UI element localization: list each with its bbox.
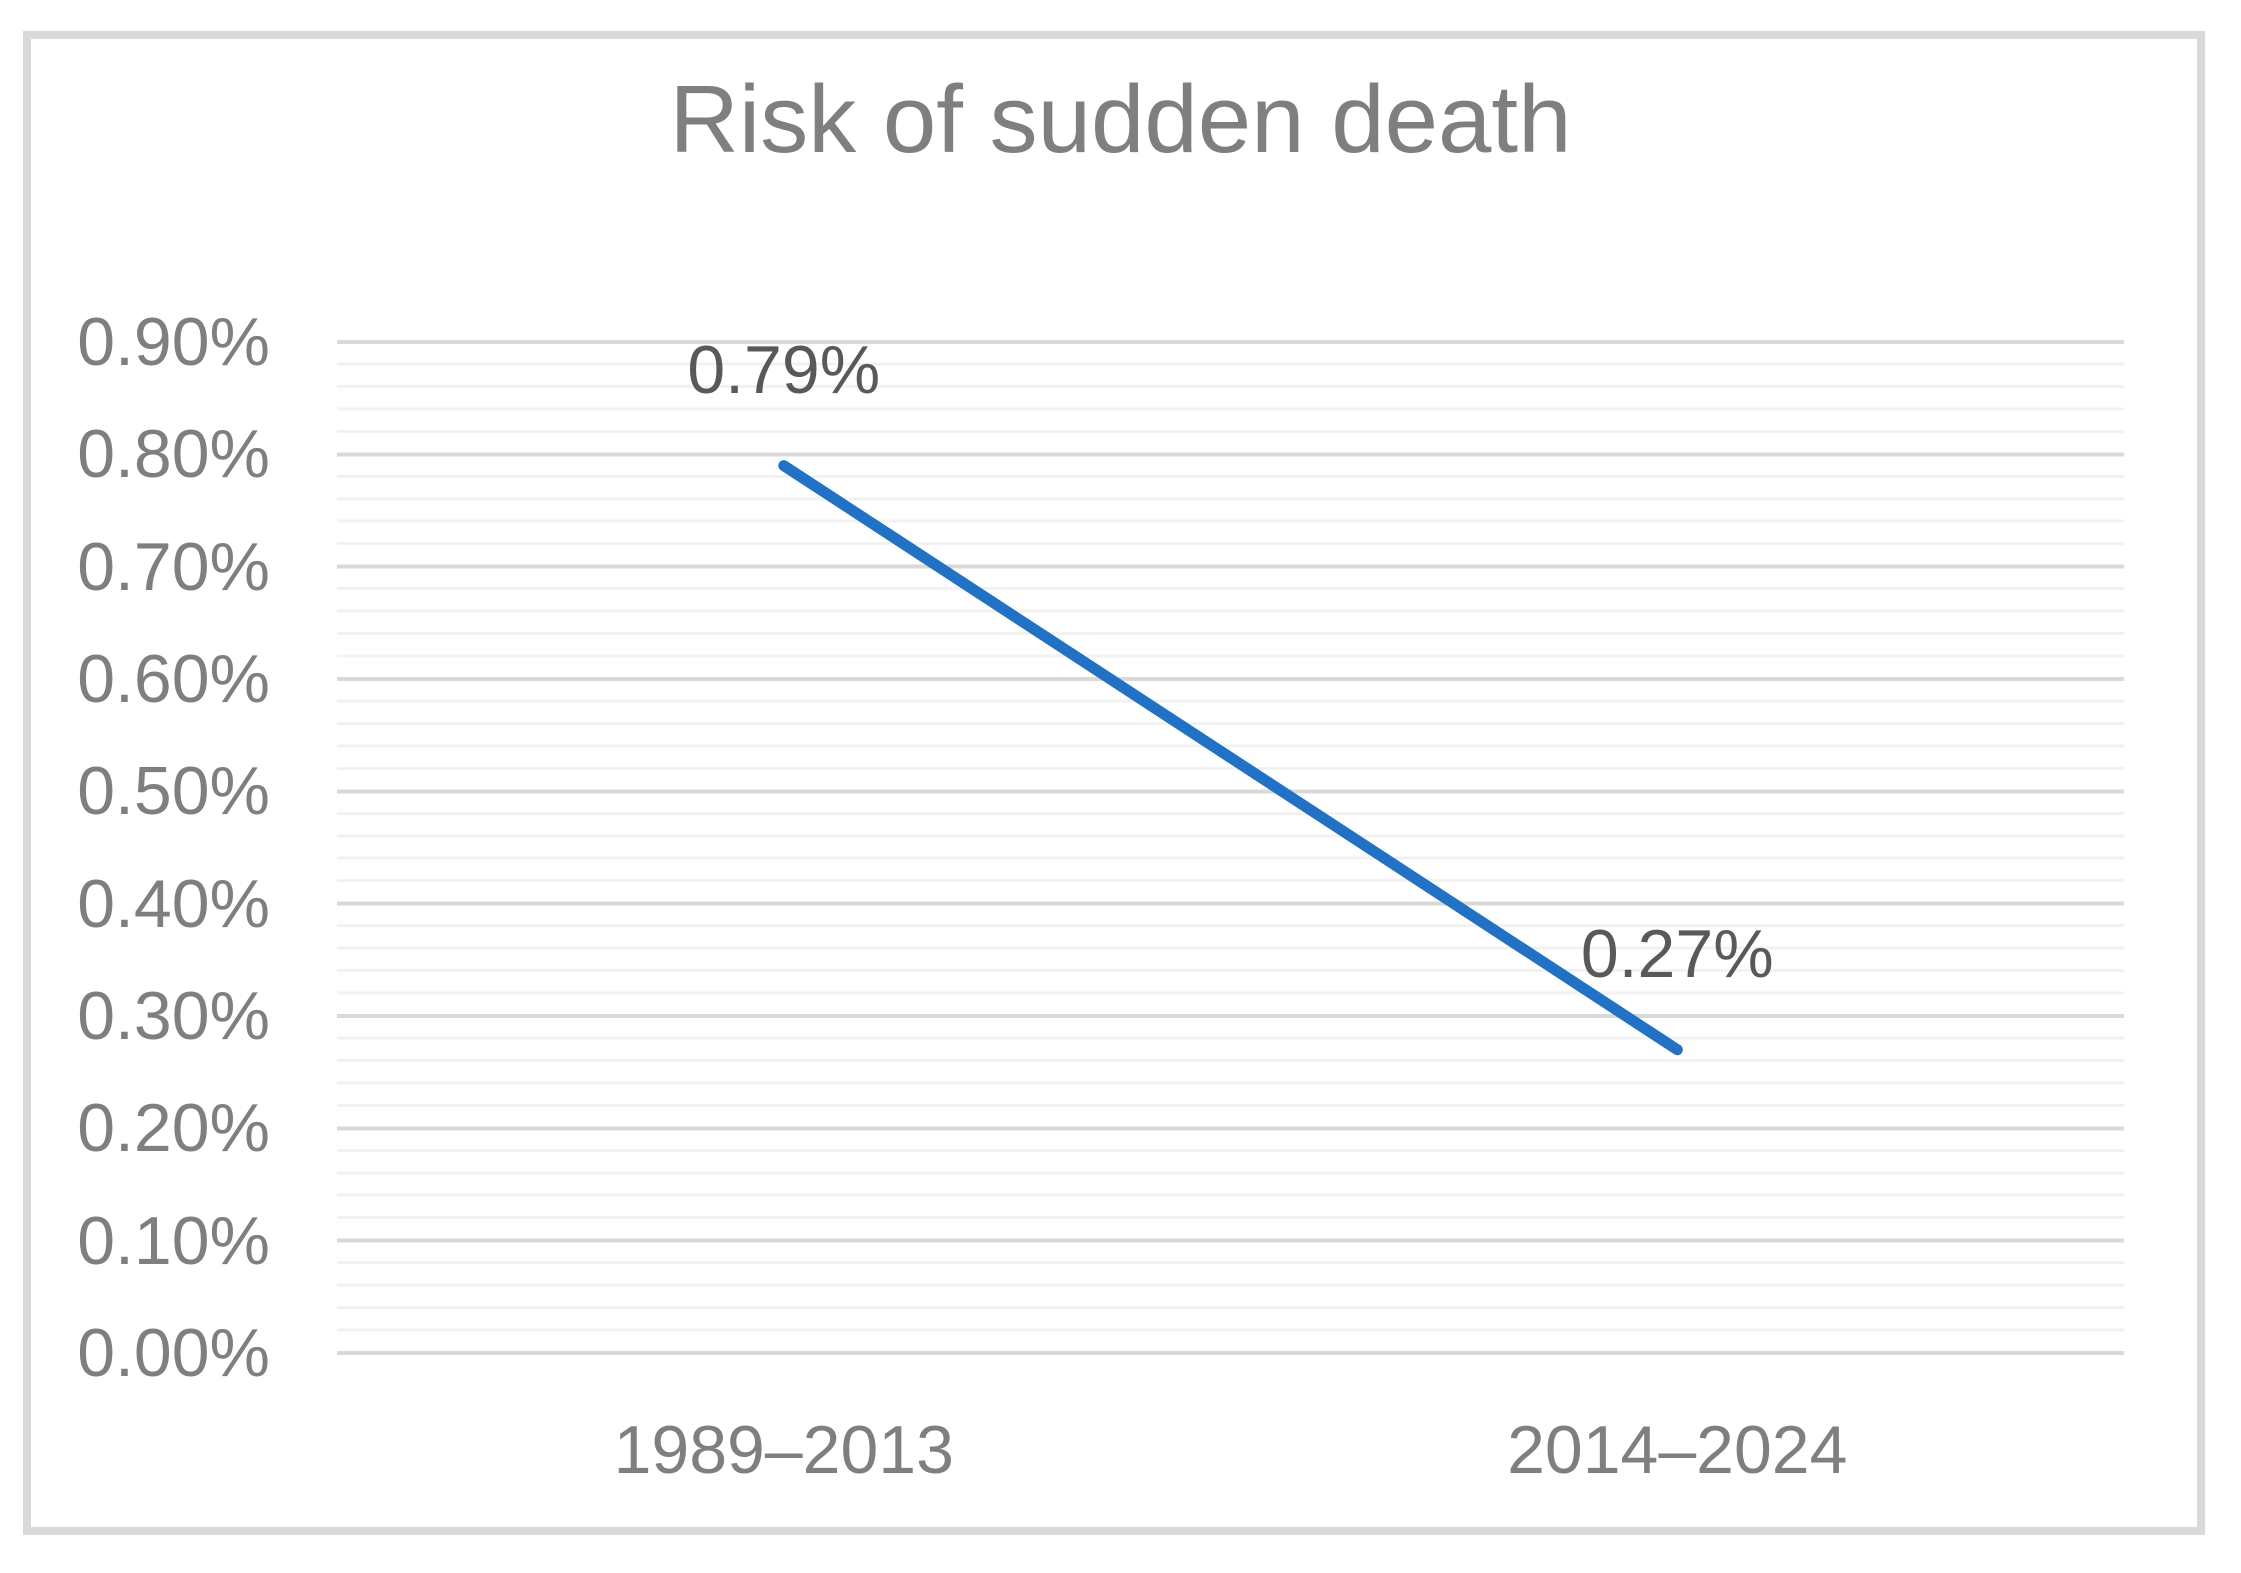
y-axis-tick-label-030: 0.30% — [77, 978, 270, 1054]
y-axis-tick-label-000: 0.00% — [77, 1315, 270, 1391]
chart-border — [23, 31, 2205, 1535]
y-axis-tick-label-090: 0.90% — [77, 304, 270, 380]
y-axis-tick-label-040: 0.40% — [77, 865, 270, 942]
chart-title: Risk of sudden death — [669, 66, 1572, 173]
y-axis-tick-label-010: 0.10% — [77, 1202, 270, 1279]
data-label-0: 0.79% — [687, 331, 881, 408]
x-axis-category-label-1: 2014–2024 — [1507, 1412, 1848, 1488]
y-axis-tick-label-060: 0.60% — [77, 641, 270, 717]
data-label-1: 0.27% — [1580, 915, 1774, 992]
x-axis-category-label-0: 1989–2013 — [613, 1412, 954, 1488]
y-axis-tick-label-020: 0.20% — [77, 1090, 270, 1167]
y-axis-tick-label-050: 0.50% — [77, 753, 270, 830]
y-axis-tick-label-070: 0.70% — [77, 528, 270, 605]
plot-area-gridlines — [337, 340, 2124, 1355]
y-axis-tick-label-080: 0.80% — [77, 416, 270, 493]
